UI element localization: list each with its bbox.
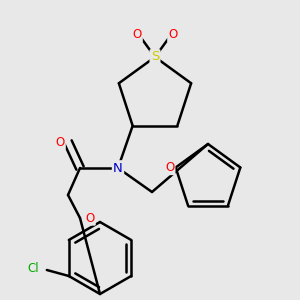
- Text: O: O: [85, 212, 94, 224]
- Text: O: O: [168, 28, 178, 41]
- Text: Cl: Cl: [27, 262, 39, 275]
- Text: S: S: [151, 50, 159, 64]
- Text: O: O: [56, 136, 64, 148]
- Text: N: N: [113, 161, 123, 175]
- Text: O: O: [132, 28, 142, 41]
- Text: O: O: [165, 161, 174, 174]
